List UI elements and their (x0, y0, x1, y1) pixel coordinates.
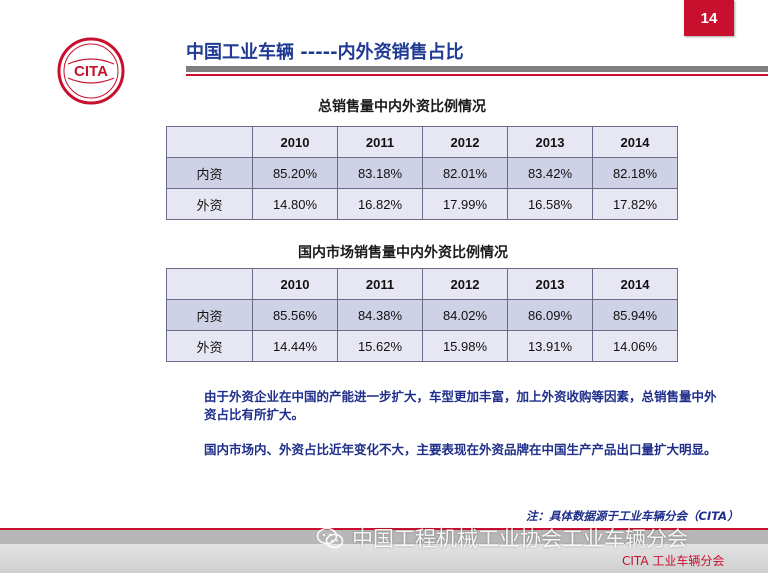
header-cell-empty (166, 126, 253, 158)
row-label: 外资 (166, 330, 253, 362)
footer-bar-dark (0, 530, 768, 544)
table-header-row: 2010 2011 2012 2013 2014 (166, 268, 678, 300)
table-cell: 86.09% (507, 299, 593, 331)
table-cell: 14.06% (592, 330, 678, 362)
table-cell: 17.82% (592, 188, 678, 220)
table-cell: 84.38% (337, 299, 423, 331)
header-cell-year: 2014 (592, 126, 678, 158)
header-cell-year: 2012 (422, 268, 508, 300)
header-cell-year: 2012 (422, 126, 508, 158)
table-cell: 13.91% (507, 330, 593, 362)
header-cell-year: 2011 (337, 268, 423, 300)
table-cell: 17.99% (422, 188, 508, 220)
table-cell: 15.62% (337, 330, 423, 362)
table-cell: 83.18% (337, 157, 423, 189)
page-title: 中国工业车辆 -----内外资销售占比 (186, 42, 464, 63)
row-label: 外资 (166, 188, 253, 220)
cita-logo: CITA (56, 36, 126, 106)
wechat-watermark: 中国工程机械工业协会工业车辆分会 (316, 522, 688, 554)
row-label: 内资 (166, 157, 253, 189)
header-cell-year: 2011 (337, 126, 423, 158)
row-label: 内资 (166, 299, 253, 331)
table-cell: 14.44% (252, 330, 338, 362)
table-cell: 83.42% (507, 157, 593, 189)
table-cell: 82.18% (592, 157, 678, 189)
table-cell: 15.98% (422, 330, 508, 362)
footer-org-label: CITA 工业车辆分会 (622, 554, 725, 568)
header-cell-empty (166, 268, 253, 300)
table-cell: 85.20% (252, 157, 338, 189)
table-cell: 16.58% (507, 188, 593, 220)
table-header-row: 2010 2011 2012 2013 2014 (166, 126, 678, 158)
table-cell: 85.56% (252, 299, 338, 331)
table-row-foreign: 外资 14.80% 16.82% 17.99% 16.58% 17.82% (166, 188, 678, 220)
header-cell-year: 2013 (507, 126, 593, 158)
footer-red-line (0, 528, 768, 530)
header-cell-year: 2010 (252, 126, 338, 158)
table-row-domestic: 内资 85.56% 84.38% 84.02% 86.09% 85.94% (166, 299, 678, 331)
table-cell: 14.80% (252, 188, 338, 220)
total-sales-ratio-table: 2010 2011 2012 2013 2014 内资 85.20% 83.18… (166, 126, 678, 220)
watermark-text: 中国工程机械工业协会工业车辆分会 (352, 527, 688, 551)
domestic-market-ratio-table: 2010 2011 2012 2013 2014 内资 85.56% 84.38… (166, 268, 678, 362)
table-row-foreign: 外资 14.44% 15.62% 15.98% 13.91% 14.06% (166, 330, 678, 362)
table-cell: 16.82% (337, 188, 423, 220)
table-cell: 84.02% (422, 299, 508, 331)
title-rule-red (186, 74, 768, 76)
cita-logo-icon: CITA (57, 37, 125, 105)
header-cell-year: 2013 (507, 268, 593, 300)
title-rule-grey (186, 66, 768, 72)
wechat-icon (316, 527, 344, 549)
header-cell-year: 2010 (252, 268, 338, 300)
analysis-note-domestic: 国内市场内、外资占比近年变化不大，主要表现在外资品牌在中国生产产品出口量扩大明显… (204, 442, 717, 457)
page-number-badge: 14 (684, 0, 734, 36)
analysis-note-total: 由于外资企业在中国的产能进一步扩大，车型更加丰富，加上外资收购等因素，总销售量中… (204, 389, 717, 422)
table-cell: 85.94% (592, 299, 678, 331)
svg-text:CITA: CITA (74, 63, 108, 80)
source-note: 注：具体数据源于工业车辆分会（CITA） (526, 509, 739, 523)
table-row-domestic: 内资 85.20% 83.18% 82.01% 83.42% 82.18% (166, 157, 678, 189)
table-cell: 82.01% (422, 157, 508, 189)
footer-bar-light (0, 544, 768, 573)
table-caption-domestic-market: 国内市场销售量中内外资比例情况 (298, 245, 508, 261)
table-caption-total: 总销售量中内外资比例情况 (318, 99, 486, 115)
page-number: 14 (700, 9, 718, 27)
header-cell-year: 2014 (592, 268, 678, 300)
